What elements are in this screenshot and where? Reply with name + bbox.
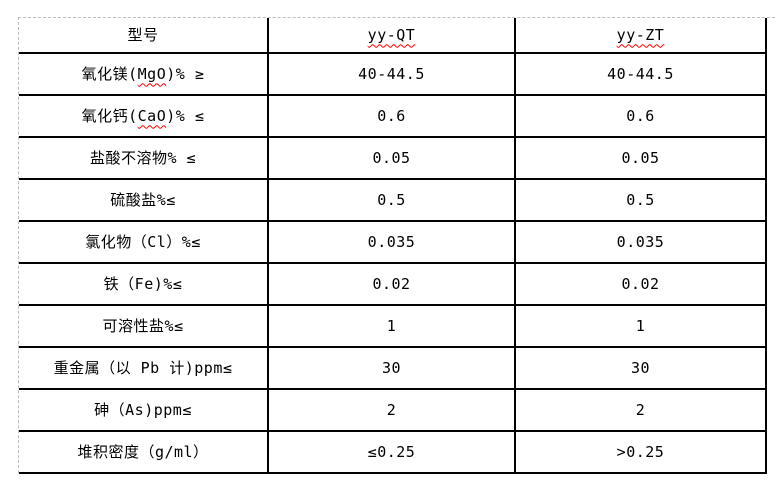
spec-label-cell: 重金属（以 Pb 计)ppm≤: [19, 346, 269, 390]
spec-label-cell: 铁（Fe)%≤: [19, 262, 269, 306]
spec-table-body: 氧化镁(MgO)% ≥40-44.5 40-44.5 氧化钙(CaO)% ≤0.6 0…: [19, 52, 767, 474]
header-row: 型号 yy-QT yy-ZT: [19, 18, 767, 54]
spec-label-text: 铁（Fe)%≤: [103, 274, 183, 293]
spec-row: 堆积密度（g/ml） ≤0.25 >0.25: [19, 430, 767, 474]
spec-row: 砷（As)ppm≤ 2 2: [19, 388, 767, 432]
spellcheck-marked-text: CaO: [137, 106, 167, 125]
value-cell-yy-zt: 0.5: [514, 178, 767, 222]
value-cell-yy-zt: 0.035: [514, 220, 767, 264]
spec-label-text: 硫酸盐%≤: [110, 190, 176, 209]
spec-label-cell: 盐酸不溶物% ≤: [19, 136, 269, 180]
header-cell-yy-qt: yy-QT: [267, 18, 516, 54]
spec-label-cell: 氧化镁(MgO)% ≥: [19, 52, 269, 96]
value-cell-yy-zt: 0.02: [514, 262, 767, 306]
header-yy-zt-label: yy-ZT: [616, 25, 665, 44]
spec-label-cell: 氧化钙(CaO)% ≤: [19, 94, 269, 138]
value-cell-yy-zt: 30: [514, 346, 767, 390]
spec-label-text: 氯化物（Cl）%≤: [85, 232, 201, 251]
spec-row: 氧化镁(MgO)% ≥40-44.5 40-44.5: [19, 52, 767, 96]
value-cell-yy-qt: ≤0.25: [267, 430, 516, 474]
header-yy-qt-label: yy-QT: [367, 25, 416, 44]
spec-label-text: 堆积密度（g/ml）: [77, 442, 209, 461]
value-cell-yy-qt: 30: [267, 346, 516, 390]
spec-row: 盐酸不溶物% ≤ 0.05 0.05: [19, 136, 767, 180]
page-guide-left-dashed-line: [18, 17, 19, 473]
value-cell-yy-qt: 0.5: [267, 178, 516, 222]
value-cell-yy-qt: 2: [267, 388, 516, 432]
spec-label-text: 砷（As)ppm≤: [94, 400, 192, 419]
spec-label-cell: 硫酸盐%≤: [19, 178, 269, 222]
spec-label-cell: 氯化物（Cl）%≤: [19, 220, 269, 264]
header-cell-model: 型号: [19, 18, 269, 54]
spec-row: 可溶性盐%≤ 1 1: [19, 304, 767, 348]
spellcheck-marked-text: MgO: [137, 64, 167, 83]
spec-label-text: 可溶性盐%≤: [102, 316, 184, 335]
spec-row: 铁（Fe)%≤ 0.02 0.02: [19, 262, 767, 306]
value-cell-yy-zt: 40-44.5: [514, 52, 767, 96]
spec-row: 重金属（以 Pb 计)ppm≤ 30 30: [19, 346, 767, 390]
spec-label-cell: 砷（As)ppm≤: [19, 388, 269, 432]
spec-row: 硫酸盐%≤ 0.5 0.5: [19, 178, 767, 222]
spec-label-text: 氧化镁(: [81, 64, 138, 83]
value-cell-yy-zt: 2: [514, 388, 767, 432]
value-cell-yy-qt: 0.6: [267, 94, 516, 138]
spec-label-cell: 堆积密度（g/ml）: [19, 430, 269, 474]
value-cell-yy-zt: >0.25: [514, 430, 767, 474]
value-cell-yy-zt: 0.6: [514, 94, 767, 138]
value-cell-yy-qt: 0.035: [267, 220, 516, 264]
spec-label-text: )% ≤: [166, 106, 205, 125]
spec-row: 氧化钙(CaO)% ≤0.6 0.6: [19, 94, 767, 138]
value-cell-yy-qt: 1: [267, 304, 516, 348]
value-cell-yy-zt: 0.05: [514, 136, 767, 180]
header-model-label: 型号: [127, 25, 159, 44]
spec-label-text: 氧化钙(: [81, 106, 138, 125]
spec-label-cell: 可溶性盐%≤: [19, 304, 269, 348]
spec-label-text: 盐酸不溶物% ≤: [89, 148, 197, 167]
spec-label-text: )% ≥: [166, 64, 205, 83]
header-cell-yy-zt: yy-ZT: [514, 18, 767, 54]
value-cell-yy-qt: 0.02: [267, 262, 516, 306]
product-spec-table: 型号 yy-QT yy-ZT 氧化镁(MgO)% ≥40-44.5 40-44.5…: [19, 18, 767, 474]
spec-label-text: 重金属（以 Pb 计)ppm≤: [53, 358, 233, 377]
value-cell-yy-zt: 1: [514, 304, 767, 348]
value-cell-yy-qt: 40-44.5: [267, 52, 516, 96]
page-guide-top-dashed-line: [18, 17, 775, 18]
spec-row: 氯化物（Cl）%≤ 0.035 0.035: [19, 220, 767, 264]
value-cell-yy-qt: 0.05: [267, 136, 516, 180]
